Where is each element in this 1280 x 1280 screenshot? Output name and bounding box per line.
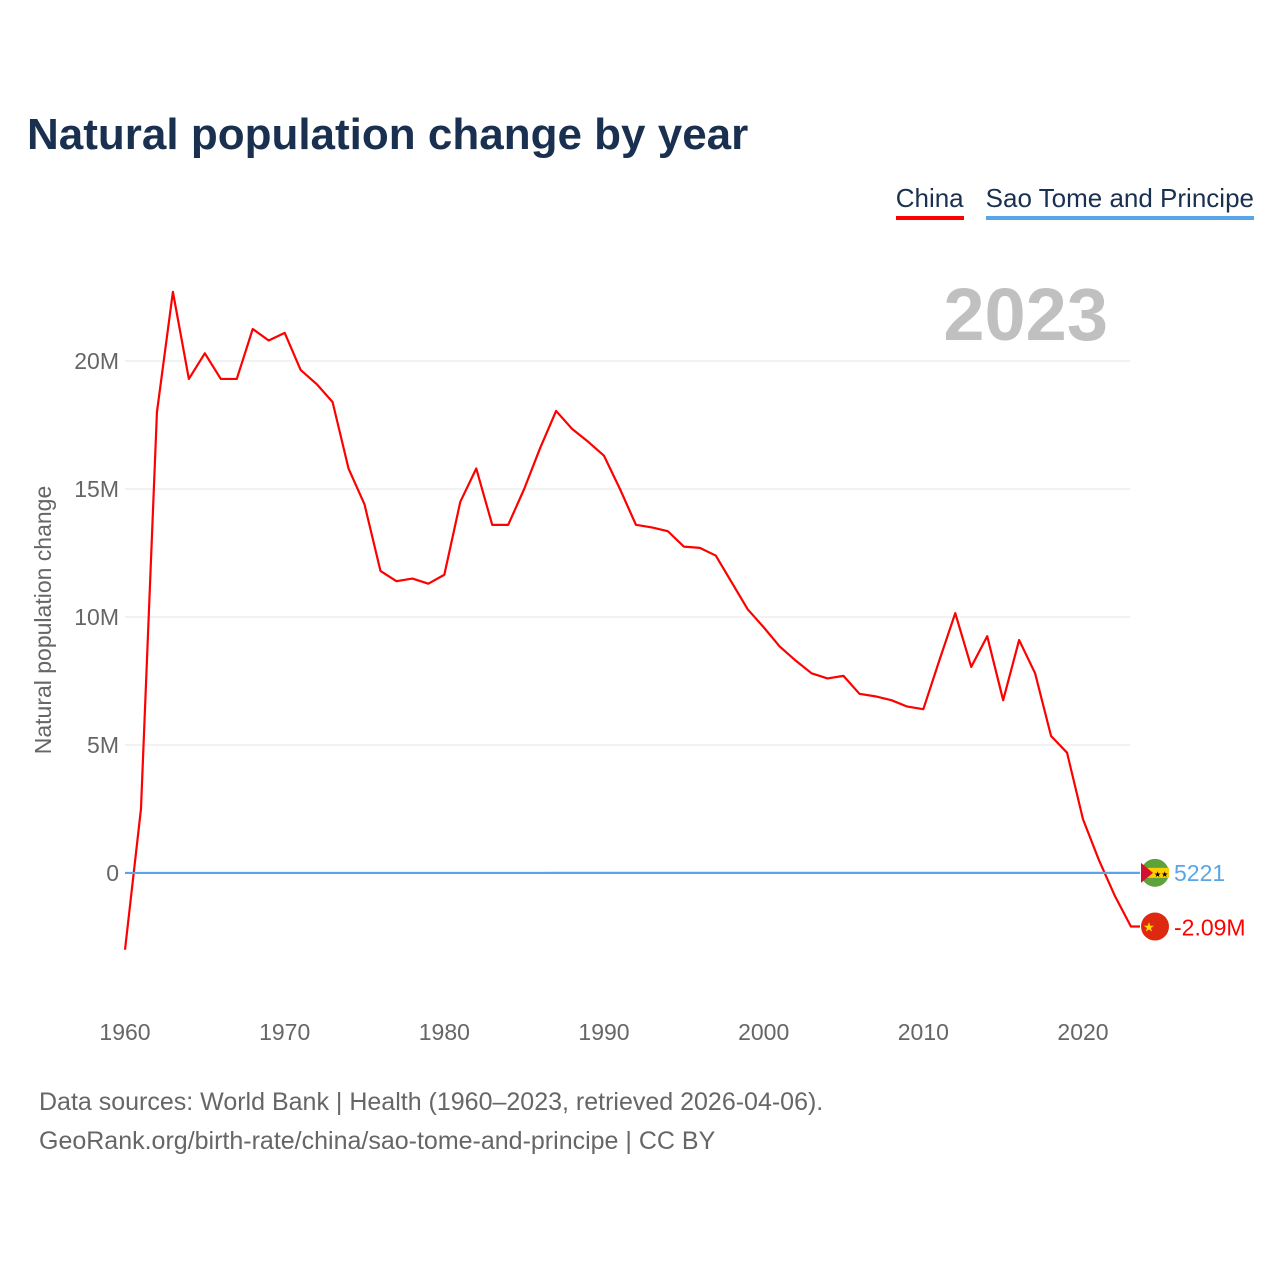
y-tick-label: 5M [87,732,119,758]
sao-tome-flag-band [1141,867,1169,878]
legend: China Sao Tome and Principe [895,183,1254,220]
china-flag-star: ★ [1143,920,1155,935]
y-tick-label: 10M [74,604,119,630]
source-line-1: Data sources: World Bank | Health (1960–… [39,1088,824,1116]
x-tick-label: 1990 [578,1019,629,1045]
x-tick-label: 1970 [259,1019,310,1045]
chart-title: Natural population change by year [27,110,749,159]
end-label-sao-tome: 5221 [1174,860,1225,886]
sao-tome-flag-triangle [1141,862,1153,883]
end-label-china: -2.09M [1174,915,1246,941]
x-tick-label: 1980 [419,1019,470,1045]
y-tick-label: 20M [74,348,119,374]
legend-item-sao-tome[interactable]: Sao Tome and Principe [985,183,1254,220]
source-line-2[interactable]: GeoRank.org/birth-rate/china/sao-tome-an… [39,1127,716,1155]
series-line-china [123,290,1140,950]
legend-item-china[interactable]: China [895,183,964,220]
x-tick-label: 2000 [738,1019,789,1045]
year-watermark: 2023 [943,273,1108,356]
y-tick-label: 0 [106,860,119,886]
y-axis-label: Natural population change [30,486,56,755]
y-tick-label: 15M [74,476,119,502]
sao-tome-flag-stars: ★★ [1154,870,1168,879]
x-tick-label: 1960 [99,1019,150,1045]
x-tick-label: 2020 [1057,1019,1108,1045]
china-flag-icon [1141,912,1169,941]
x-tick-label: 2010 [898,1019,949,1045]
